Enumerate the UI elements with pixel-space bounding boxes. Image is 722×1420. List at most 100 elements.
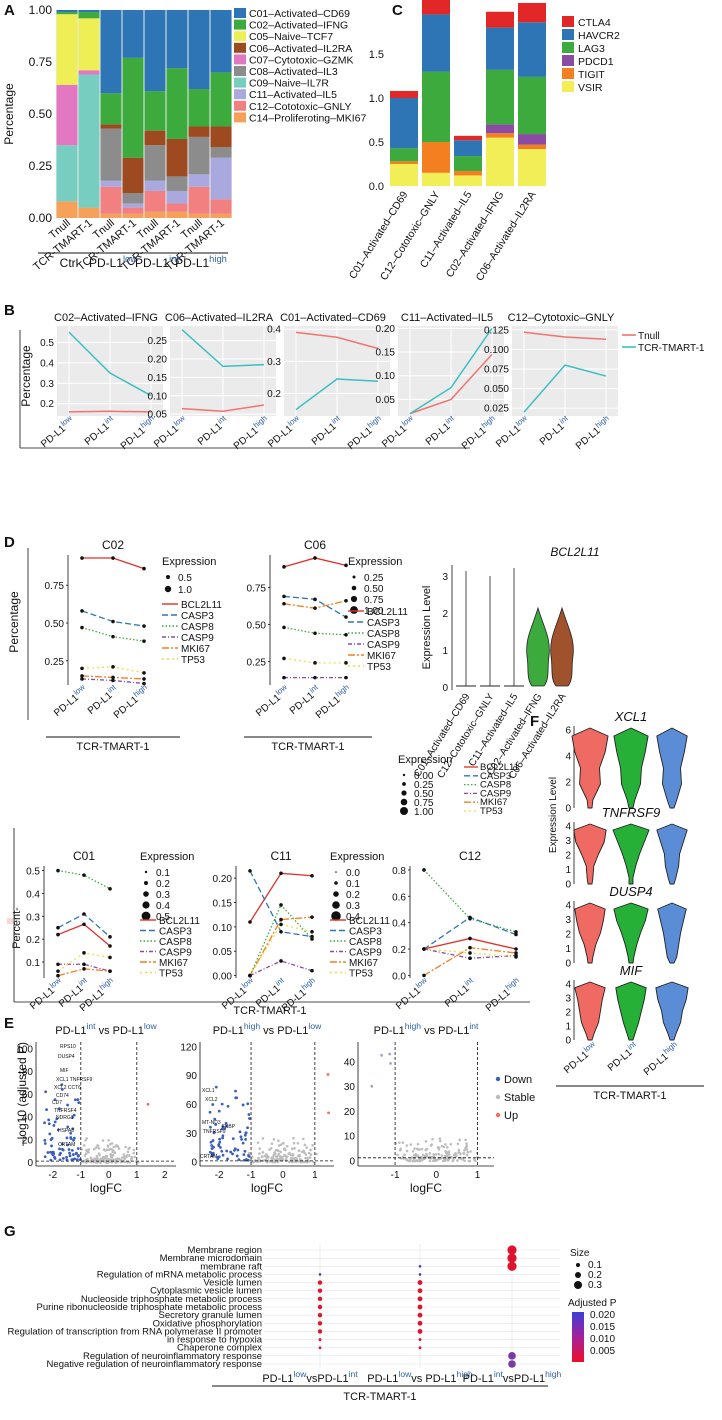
bar-segment <box>122 57 144 158</box>
data-point <box>282 656 286 661</box>
legend-dot <box>144 870 148 874</box>
group-label-part: Ctrl <box>60 256 79 270</box>
stable-point <box>399 1147 402 1151</box>
data-point <box>279 917 283 922</box>
legend-label: CASP3 <box>159 927 192 938</box>
y-tick-label: 0.05 <box>213 947 233 958</box>
bar-segment <box>166 203 188 212</box>
stable-point <box>420 1147 424 1151</box>
series-line <box>81 610 145 627</box>
stable-point <box>94 1146 98 1149</box>
stable-point <box>126 1160 129 1164</box>
down-point <box>219 1145 222 1149</box>
stable-point <box>292 1141 296 1145</box>
y-tick-label: 0.5 <box>369 137 384 149</box>
subplot-title: C11–Activated–IL5 <box>401 312 493 324</box>
down-point <box>248 1117 251 1120</box>
series-line <box>57 869 111 890</box>
data-point <box>111 675 115 680</box>
stable-point <box>315 1152 318 1156</box>
x-tick-label: 0 <box>434 1170 440 1181</box>
y-tick-label: 1.0 <box>369 93 384 105</box>
down-point <box>65 1155 68 1159</box>
legend-label: HAVCR2 <box>578 30 620 42</box>
y-tick-label: 0.20 <box>148 355 168 366</box>
down-point <box>59 1151 62 1155</box>
stable-point <box>87 1151 90 1154</box>
y-tick-label: 4 <box>565 901 571 912</box>
data-point <box>422 868 426 872</box>
down-point <box>234 1096 238 1100</box>
down-point <box>208 1110 212 1114</box>
down-point <box>72 1113 76 1117</box>
bar-segment <box>518 144 546 150</box>
legend-dot <box>495 1076 501 1082</box>
y-tick-label: 0 <box>27 1158 33 1169</box>
legend-dot <box>166 575 170 579</box>
legend-dot <box>350 606 358 614</box>
down-point <box>213 1117 217 1121</box>
stable-point <box>440 1156 443 1160</box>
term-label: Nucleoside triphosphate metabolic proces… <box>81 1294 262 1305</box>
x-tick-label-part: int <box>494 1369 504 1379</box>
down-point <box>43 1155 47 1159</box>
stable-point <box>440 1154 444 1157</box>
legend-label: C08–Activated–IL3 <box>249 66 338 78</box>
term-label: Membrane microdomain <box>160 1253 262 1264</box>
down-point <box>71 1127 75 1131</box>
legend-label: MKI67 <box>181 644 210 655</box>
enrichment-dot <box>318 1346 322 1350</box>
down-point <box>43 1121 46 1125</box>
stable-point <box>462 1152 466 1155</box>
x-tick-label: PD-L1low <box>264 413 304 450</box>
y-tick-label: 0 <box>565 804 571 815</box>
stable-point <box>416 1142 420 1146</box>
down-point <box>209 1140 213 1144</box>
down-point <box>53 1120 57 1124</box>
down-point <box>246 1102 250 1106</box>
legend-label: 0.010 <box>590 1334 615 1345</box>
enrichment-dot <box>418 1338 422 1341</box>
data-point <box>514 955 518 959</box>
down-point <box>224 1121 228 1125</box>
data-point <box>108 969 112 973</box>
legend-label: C05–Naive–TCF7 <box>249 31 333 43</box>
subplot-title-part: PD-L1 <box>113 1025 144 1037</box>
y-tick-label: 0.6 <box>392 892 406 903</box>
x-tick-label: -1 <box>391 1170 400 1181</box>
bar-segment <box>486 11 514 28</box>
legend-label: C02–Activated–IFNG <box>249 20 348 32</box>
stable-point <box>267 1155 270 1159</box>
stable-point <box>405 1149 409 1153</box>
bar-segment <box>78 18 100 71</box>
bar-segment <box>210 199 232 214</box>
y-tick-label: 0.125 <box>484 325 509 336</box>
legend-dot <box>495 1112 501 1118</box>
down-point <box>389 1061 392 1065</box>
down-point <box>51 1152 54 1156</box>
stable-point <box>450 1156 453 1159</box>
gene-annotation: HSPA8 <box>58 1128 74 1134</box>
y-axis-label: Percentage <box>2 83 16 145</box>
gene-annotation: CRTAM <box>58 1142 75 1148</box>
y-tick-label: 0.10 <box>213 923 233 934</box>
bar-segment <box>56 201 78 218</box>
legend-label: CASP8 <box>159 937 192 948</box>
stable-point <box>258 1152 261 1155</box>
stable-point <box>465 1148 469 1151</box>
data-point <box>310 937 314 941</box>
down-point <box>50 1136 54 1140</box>
legend-swatch <box>562 42 574 53</box>
x-tick-label: PD-L1low <box>378 413 418 450</box>
stable-point <box>281 1158 284 1162</box>
stable-point <box>456 1142 460 1146</box>
enrichment-dot <box>417 1288 423 1294</box>
down-point <box>50 1144 53 1148</box>
stable-point <box>416 1154 420 1157</box>
x-tick-label: PD-L1intvsPD-L1high <box>463 1369 562 1385</box>
y-tick-label: 0.10 <box>148 391 168 402</box>
legend-label: Stable <box>504 1092 535 1104</box>
stable-point <box>401 1156 405 1160</box>
bar-segment <box>122 157 144 194</box>
x-tick-label: PD-L1int <box>536 413 574 448</box>
